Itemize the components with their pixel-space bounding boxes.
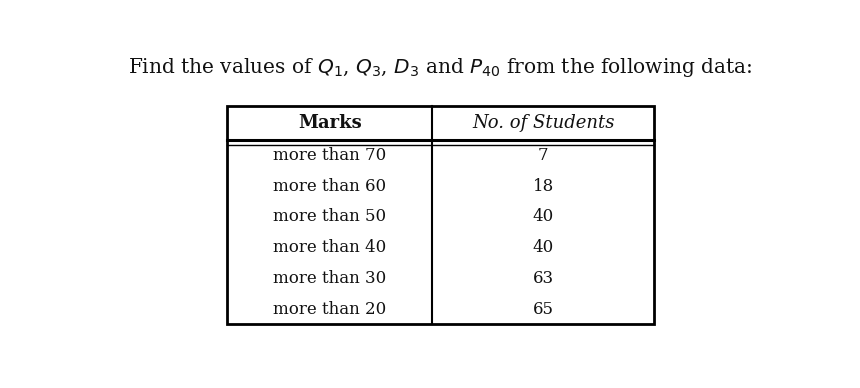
- Text: 40: 40: [532, 208, 554, 225]
- Text: more than 20: more than 20: [273, 301, 386, 317]
- Text: more than 60: more than 60: [273, 178, 386, 195]
- Text: more than 50: more than 50: [273, 208, 386, 225]
- Text: 63: 63: [532, 270, 554, 287]
- Text: Marks: Marks: [298, 114, 362, 132]
- Text: more than 30: more than 30: [273, 270, 386, 287]
- Text: 40: 40: [532, 239, 554, 256]
- Text: 18: 18: [532, 178, 554, 195]
- Text: No. of Students: No. of Students: [472, 114, 614, 132]
- Text: 7: 7: [538, 147, 549, 164]
- Text: 65: 65: [532, 301, 554, 317]
- Text: more than 40: more than 40: [273, 239, 386, 256]
- Text: more than 70: more than 70: [273, 147, 386, 164]
- Text: Find the values of $Q_1$, $Q_3$, $D_3$ and $P_{40}$ from the following data:: Find the values of $Q_1$, $Q_3$, $D_3$ a…: [128, 55, 753, 78]
